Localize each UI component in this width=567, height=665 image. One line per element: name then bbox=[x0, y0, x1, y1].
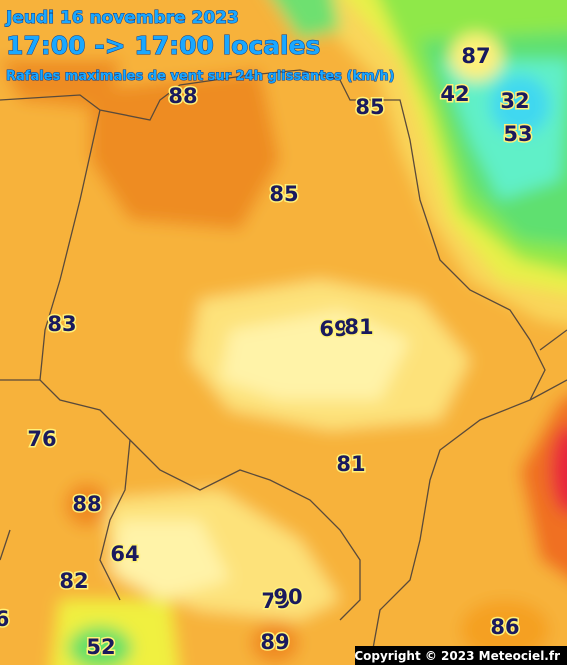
station-value: 76 bbox=[27, 427, 56, 451]
station-value: 81 bbox=[344, 315, 373, 339]
station-value: 69 bbox=[319, 317, 348, 341]
station-value: 85 bbox=[269, 182, 298, 206]
station-value: 89 bbox=[260, 630, 289, 654]
station-value: 90 bbox=[273, 585, 302, 609]
station-value: 64 bbox=[110, 542, 139, 566]
station-value: 88 bbox=[168, 84, 197, 108]
station-value: 86 bbox=[490, 615, 519, 639]
station-value: 81 bbox=[336, 452, 365, 476]
station-value: 82 bbox=[59, 569, 88, 593]
station-value: 83 bbox=[47, 312, 76, 336]
map-time: 17:00 -> 17:00 locales bbox=[6, 31, 320, 60]
copyright-bg bbox=[355, 646, 567, 665]
station-value: 6 bbox=[0, 607, 9, 631]
borders bbox=[0, 69, 567, 665]
station-value: 53 bbox=[503, 122, 532, 146]
station-value: 88 bbox=[72, 492, 101, 516]
station-value: 52 bbox=[86, 635, 115, 659]
copyright: Copyright © 2023 Meteociel.fr bbox=[354, 649, 560, 663]
map-subtitle: Rafales maximales de vent sur 24h glissa… bbox=[6, 69, 395, 84]
station-value: 79 bbox=[261, 589, 290, 613]
station-value: 87 bbox=[461, 44, 490, 68]
map-date: Jeudi 16 novembre 2023 bbox=[5, 8, 239, 28]
station-value: 32 bbox=[500, 89, 529, 113]
station-value: 85 bbox=[355, 95, 384, 119]
station-value: 42 bbox=[440, 82, 469, 106]
